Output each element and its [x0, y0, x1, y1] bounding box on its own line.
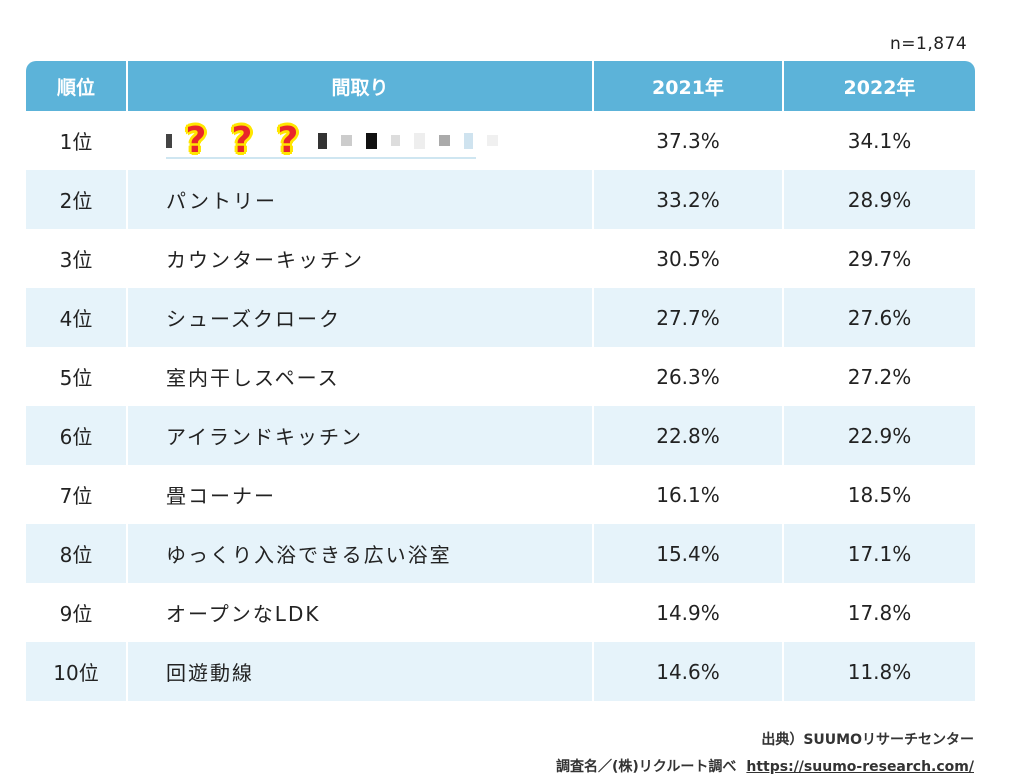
value-2021: 14.9%: [594, 583, 784, 642]
layout-cell: 室内干しスペース: [128, 347, 594, 406]
hidden-item: ???: [166, 121, 512, 161]
rank-cell: 9位: [26, 583, 128, 642]
ranking-table: 順位 間取り 2021年 2022年 1位??? 37.3% 34.1% 2位 パントリ…: [26, 61, 975, 701]
question-mark-icon: ?: [231, 119, 255, 161]
source-note: 出典）SUUMOリサーチセンター: [761, 732, 974, 748]
table-row: 2位 パントリー 33.2% 28.9%: [26, 170, 975, 229]
mosaic-block: [366, 132, 377, 149]
source-link[interactable]: https://suumo-research.com/: [746, 759, 974, 775]
table-body: 1位??? 37.3% 34.1% 2位 パントリー 33.2% 28.9% 3位 カウンターキ…: [26, 111, 975, 701]
table-row: 4位 シューズクローク 27.7% 27.6%: [26, 288, 975, 347]
value-2022: 29.7%: [847, 246, 912, 271]
table-row: 3位 カウンターキッチン 30.5% 29.7%: [26, 229, 975, 288]
header-layout: 間取り: [128, 61, 594, 111]
rank-cell: 10位: [26, 642, 128, 701]
blur-underline: [166, 156, 476, 159]
mosaic-block: [414, 132, 425, 149]
layout-cell: シューズクローク: [128, 288, 594, 347]
rank-cell: 6位: [26, 406, 128, 465]
value-2021: 33.2%: [594, 170, 784, 229]
rank-cell: 3位: [26, 229, 128, 288]
layout-cell: オープンなLDK: [128, 583, 594, 642]
value-2021: 30.5%: [594, 229, 784, 288]
header-rank: 順位: [26, 61, 128, 111]
value-2021: 14.6%: [594, 642, 784, 701]
table-row: 5位 室内干しスペース 26.3% 27.2%: [26, 347, 975, 406]
mosaic-block: [318, 132, 327, 149]
layout-cell: 回遊動線: [128, 642, 594, 701]
layout-cell: アイランドキッチン: [128, 406, 594, 465]
mosaic-block: [166, 133, 172, 148]
value-2022: 28.9%: [847, 187, 912, 212]
table-row: 1位??? 37.3% 34.1%: [26, 111, 975, 170]
question-mark-icon: ?: [185, 119, 209, 161]
table-row: 10位 回遊動線 14.6% 11.8%: [26, 642, 975, 701]
value-2022: 17.1%: [847, 541, 912, 566]
rank-cell: 4位: [26, 288, 128, 347]
mosaic-block: [439, 135, 450, 146]
layout-cell: ゆっくり入浴できる広い浴室: [128, 524, 594, 583]
rank-cell: 8位: [26, 524, 128, 583]
survey-note: 調査名／(株)リクルート調べ https://suumo-research.com…: [556, 756, 974, 775]
value-2021: 27.7%: [594, 288, 784, 347]
question-mark-icon: ?: [277, 119, 301, 161]
value-2021: 22.8%: [594, 406, 784, 465]
value-2021: 16.1%: [594, 465, 784, 524]
value-2022: 27.6%: [847, 305, 912, 330]
value-2021: 26.3%: [594, 347, 784, 406]
layout-cell: パントリー: [128, 170, 594, 229]
mosaic-block: [341, 135, 352, 146]
table-row: 9位 オープンなLDK 14.9% 17.8%: [26, 583, 975, 642]
header-2021: 2021年: [594, 61, 784, 111]
header-2022: 2022年: [843, 76, 916, 99]
rank-cell: 5位: [26, 347, 128, 406]
value-2022: 27.2%: [847, 364, 912, 389]
value-2022: 17.8%: [847, 600, 912, 625]
layout-cell: カウンターキッチン: [128, 229, 594, 288]
table-header: 順位 間取り 2021年 2022年: [26, 61, 975, 111]
rank-cell: 7位: [26, 465, 128, 524]
mosaic-block: [464, 132, 473, 149]
rank-cell: 2位: [26, 170, 128, 229]
value-2022: 22.9%: [847, 423, 912, 448]
survey-name: 調査名／(株)リクルート調べ: [556, 759, 737, 775]
value-2022: 34.1%: [847, 128, 912, 153]
layout-cell: 畳コーナー: [128, 465, 594, 524]
mosaic-block: [391, 135, 400, 146]
value-2021: 15.4%: [594, 524, 784, 583]
mosaic-block: [487, 135, 498, 146]
table-row: 8位 ゆっくり入浴できる広い浴室 15.4% 17.1%: [26, 524, 975, 583]
value-2022: 11.8%: [847, 659, 912, 684]
table-row: 6位 アイランドキッチン 22.8% 22.9%: [26, 406, 975, 465]
rank-cell: 1位: [26, 111, 128, 170]
value-2021: 37.3%: [594, 111, 784, 170]
table-row: 7位 畳コーナー 16.1% 18.5%: [26, 465, 975, 524]
sample-size: n=1,874: [890, 34, 968, 54]
layout-cell: ???: [128, 111, 594, 170]
value-2022: 18.5%: [847, 482, 912, 507]
